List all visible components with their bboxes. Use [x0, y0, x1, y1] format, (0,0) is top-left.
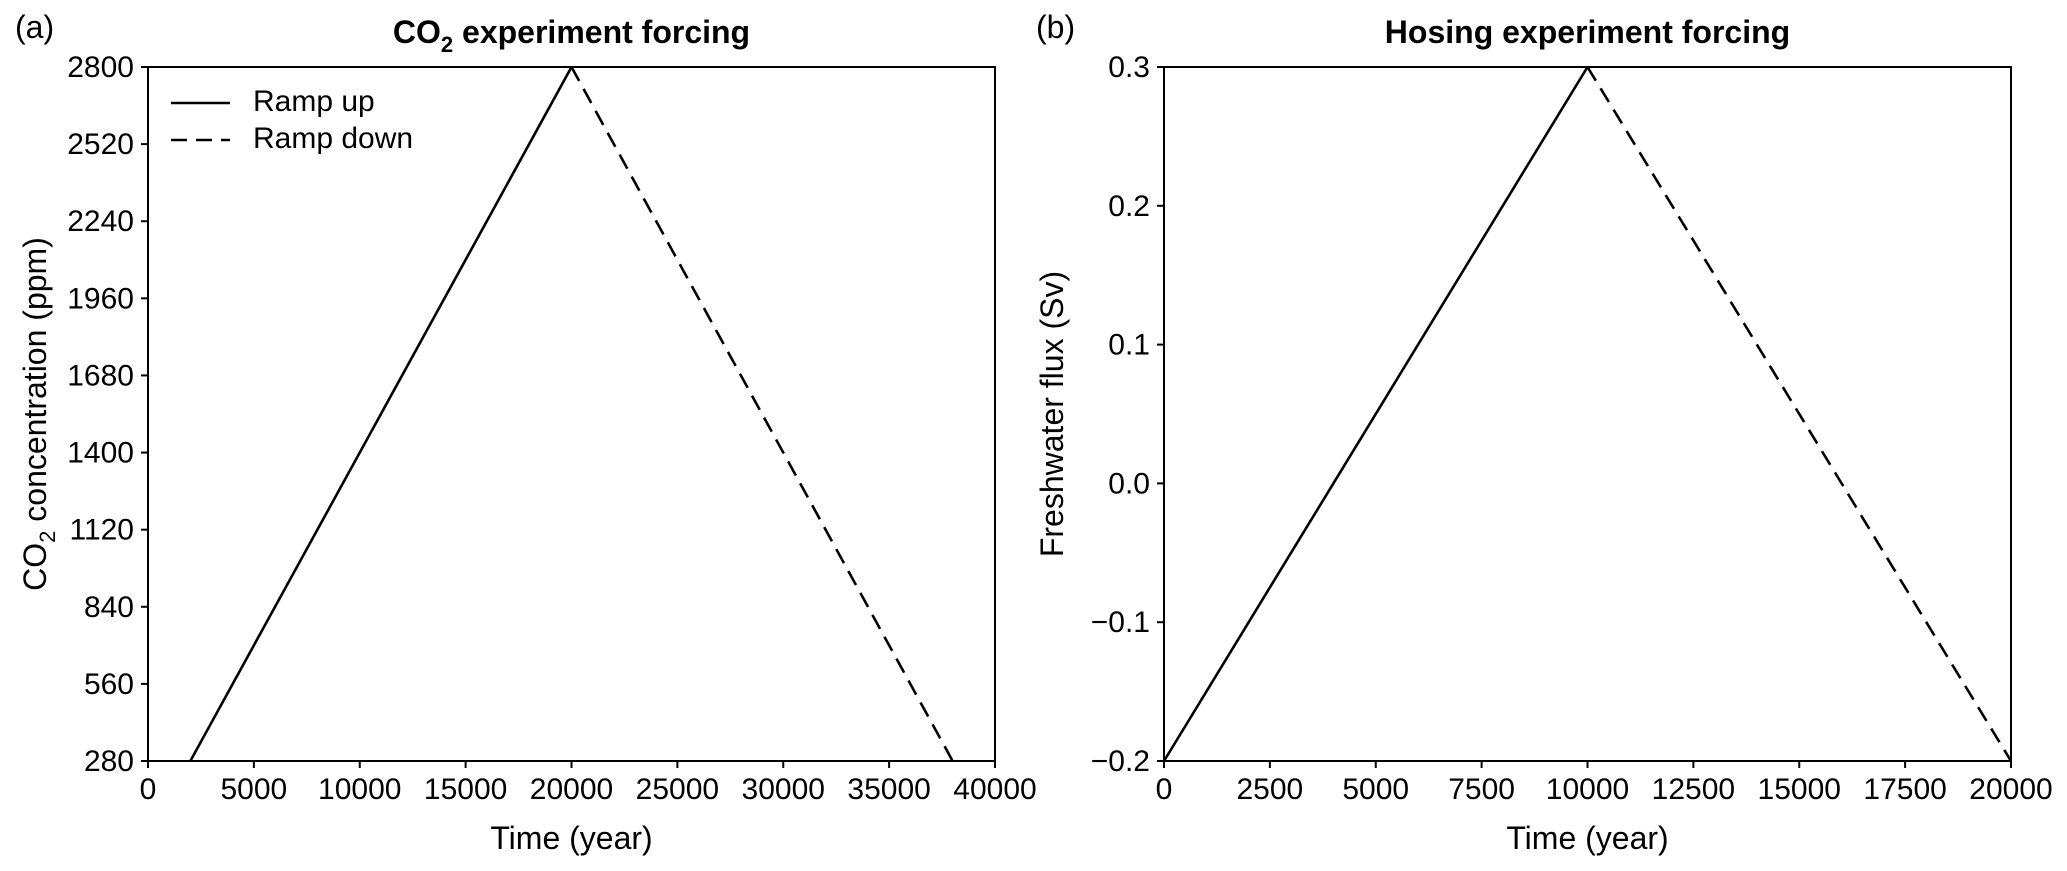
- svg-text:280: 280: [84, 745, 134, 778]
- svg-text:0.1: 0.1: [1108, 329, 1150, 362]
- svg-text:17500: 17500: [1863, 773, 1946, 806]
- svg-text:2800: 2800: [67, 51, 134, 84]
- svg-text:15000: 15000: [1758, 773, 1841, 806]
- svg-text:30000: 30000: [742, 773, 825, 806]
- svg-text:0: 0: [1156, 773, 1173, 806]
- svg-text:25000: 25000: [636, 773, 719, 806]
- svg-text:0.3: 0.3: [1108, 51, 1150, 84]
- svg-text:(a): (a): [15, 9, 54, 45]
- svg-text:20000: 20000: [530, 773, 613, 806]
- svg-text:1680: 1680: [67, 359, 134, 392]
- svg-text:2500: 2500: [1237, 773, 1304, 806]
- svg-text:15000: 15000: [424, 773, 507, 806]
- svg-text:−0.1: −0.1: [1091, 606, 1150, 639]
- svg-text:1120: 1120: [69, 514, 134, 547]
- svg-text:560: 560: [84, 668, 134, 701]
- svg-text:0.2: 0.2: [1108, 190, 1150, 223]
- svg-text:20000: 20000: [1969, 773, 2052, 806]
- svg-text:2240: 2240: [67, 205, 134, 238]
- svg-text:1400: 1400: [67, 437, 134, 470]
- svg-text:7500: 7500: [1448, 773, 1515, 806]
- svg-text:840: 840: [84, 591, 134, 624]
- svg-text:10000: 10000: [318, 773, 401, 806]
- svg-text:12500: 12500: [1652, 773, 1735, 806]
- svg-text:Time (year): Time (year): [490, 820, 652, 856]
- svg-text:Hosing experiment forcing: Hosing experiment forcing: [1385, 14, 1790, 50]
- svg-text:−0.2: −0.2: [1091, 745, 1150, 778]
- svg-text:0.0: 0.0: [1108, 467, 1150, 500]
- svg-text:1960: 1960: [67, 282, 134, 315]
- svg-text:10000: 10000: [1546, 773, 1629, 806]
- svg-text:0: 0: [140, 773, 157, 806]
- svg-text:5000: 5000: [1342, 773, 1409, 806]
- svg-text:40000: 40000: [953, 773, 1036, 806]
- svg-text:35000: 35000: [847, 773, 930, 806]
- svg-text:Freshwater flux (Sv): Freshwater flux (Sv): [1034, 271, 1070, 557]
- svg-text:Time (year): Time (year): [1506, 820, 1668, 856]
- svg-text:5000: 5000: [221, 773, 288, 806]
- svg-text:2520: 2520: [67, 128, 134, 161]
- svg-text:Ramp up: Ramp up: [253, 85, 375, 118]
- svg-text:Ramp down: Ramp down: [253, 122, 413, 155]
- svg-text:(b): (b): [1036, 9, 1075, 45]
